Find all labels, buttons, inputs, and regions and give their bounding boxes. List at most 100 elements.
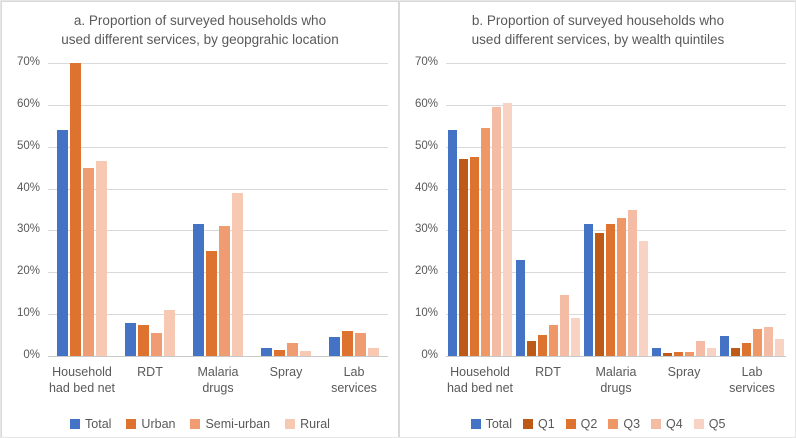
chart-title: a. Proportion of surveyed households who… — [8, 11, 392, 49]
bar-q1 — [459, 159, 468, 356]
bar-total — [584, 224, 593, 356]
x-axis-category-label: Household had bed net — [446, 364, 514, 397]
plot-area — [48, 63, 388, 357]
bar-rural — [368, 347, 379, 356]
bar-rural — [232, 192, 243, 356]
bar-q2 — [606, 224, 615, 356]
bar-rural — [164, 309, 175, 356]
bar-q4 — [696, 341, 705, 356]
legend-swatch — [126, 419, 137, 429]
legend-swatch — [285, 419, 296, 429]
y-axis-tick-label: 20% — [414, 265, 438, 278]
y-axis-tick-label: 0% — [421, 349, 438, 361]
bar-q4 — [628, 209, 637, 356]
bar-q5 — [503, 102, 512, 356]
legend-swatch — [522, 419, 533, 429]
bar-q2 — [674, 351, 683, 356]
bar-q2 — [538, 335, 547, 356]
bar-q1 — [663, 353, 672, 356]
x-axis-label-line: Lab services — [729, 365, 775, 396]
legend-label: Q3 — [623, 417, 641, 431]
bar-q1 — [731, 348, 740, 356]
legend-swatch — [693, 419, 704, 429]
bar-q2 — [742, 343, 751, 356]
gridline — [48, 230, 388, 232]
bar-q1 — [527, 341, 536, 356]
bar-q2 — [470, 157, 479, 356]
x-axis-category-label: Malaria drugs — [582, 364, 650, 397]
chart-title-line: used different services, by wealth quint… — [471, 32, 725, 48]
bar-group — [582, 63, 650, 356]
x-axis-category-labels: Household had bed net RDT Malaria drugs Spray… — [48, 364, 388, 397]
legend: Total Urban Semi-urban Rural — [2, 417, 398, 431]
bar-total — [329, 337, 340, 356]
bar-semi-urban — [287, 343, 298, 356]
y-axis-tick-label: 70% — [16, 56, 40, 68]
bar-total — [193, 224, 204, 356]
chart-title-line: used different services, by geopgrahic l… — [61, 32, 339, 48]
y-axis-tick-label: 70% — [414, 56, 438, 68]
gridline — [48, 314, 388, 316]
bar-q5 — [639, 240, 648, 356]
bar-q5 — [571, 318, 580, 356]
x-axis-label-line: Spray — [667, 365, 701, 379]
bar-urban — [206, 251, 217, 356]
x-axis-category-label: Malaria drugs — [184, 364, 252, 397]
bar-group — [446, 63, 514, 356]
legend-item: Q1 — [522, 417, 555, 431]
gridline — [446, 146, 786, 148]
legend-label: Total — [85, 417, 112, 431]
y-axis-tick-label: 40% — [414, 181, 438, 194]
y-axis-tick-labels: 0% 10% 20% 30% 40% 50% 60% 70% — [2, 56, 40, 361]
legend-swatch — [70, 419, 81, 429]
x-axis-category-labels: Household had bed net RDT Malaria drugs Spray… — [446, 364, 786, 397]
x-axis-category-label: RDT — [116, 364, 184, 397]
bar-q3 — [685, 351, 694, 356]
legend-item: Q4 — [651, 417, 683, 431]
chart-title-line: b. Proportion of surveyed households who — [471, 13, 725, 28]
bar-total — [57, 129, 68, 356]
bar-q3 — [549, 324, 558, 356]
gridline — [446, 230, 786, 232]
legend-item: Semi-urban — [190, 417, 270, 431]
legend-swatch — [470, 419, 481, 429]
legend-item: Total — [470, 417, 512, 431]
x-axis-category-label: Household had bed net — [48, 364, 116, 397]
gridline — [48, 188, 388, 190]
y-axis-tick-label: 0% — [23, 349, 40, 361]
bar-rural — [300, 350, 311, 356]
bar-q5 — [775, 339, 784, 356]
bar-q3 — [617, 217, 626, 356]
bar-semi-urban — [355, 332, 366, 356]
bar-q4 — [764, 326, 773, 356]
bar-q4 — [492, 106, 501, 356]
bar-total — [125, 322, 136, 356]
bar-group — [48, 63, 116, 356]
x-axis-category-label: Spray — [650, 364, 718, 397]
x-axis-category-label: Lab services — [718, 364, 786, 397]
bar-total — [652, 348, 661, 356]
x-axis-label-line: had bed net — [446, 381, 514, 396]
y-axis-tick-label: 60% — [16, 97, 40, 110]
x-axis-label-line: Malaria — [197, 365, 239, 379]
legend-swatch — [565, 419, 576, 429]
x-axis-label-line: Malaria — [595, 365, 637, 379]
bar-urban — [138, 324, 149, 356]
y-axis-tick-label: 20% — [16, 265, 40, 278]
chart-title-line: a. Proportion of surveyed households who — [73, 13, 327, 28]
x-axis-label-line: Lab services — [331, 365, 377, 396]
legend-swatch — [190, 419, 201, 429]
gridline — [446, 104, 786, 106]
legend-swatch — [651, 419, 662, 429]
legend-item: Q5 — [693, 417, 725, 431]
bar-urban — [274, 349, 285, 356]
x-axis-category-label: Spray — [252, 364, 320, 397]
bar-group — [514, 63, 582, 356]
bar-groups — [48, 63, 388, 356]
gridline — [446, 63, 786, 64]
plot-area — [446, 63, 786, 357]
bar-urban — [342, 330, 353, 356]
x-axis-label-line: RDT — [535, 365, 561, 379]
bar-group — [650, 63, 718, 356]
chart-title: b. Proportion of surveyed households who… — [406, 11, 790, 49]
